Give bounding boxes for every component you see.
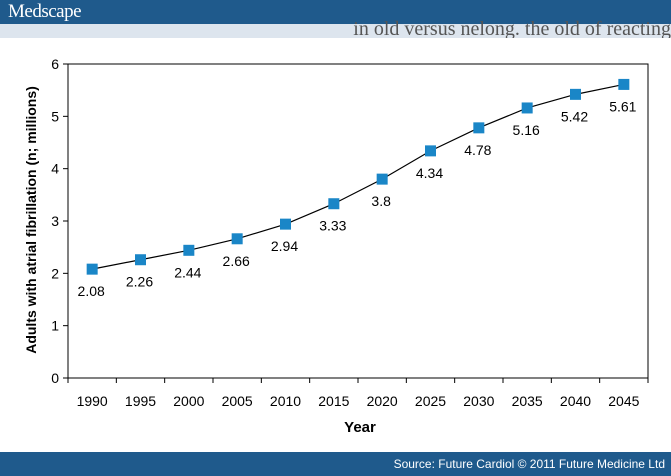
x-tick-label: 2005	[222, 393, 253, 409]
x-tick-label: 2015	[318, 393, 349, 409]
data-label: 2.94	[271, 238, 298, 254]
y-axis-label: Adults with atrial fibrillation (n; mill…	[23, 86, 39, 354]
data-label: 2.66	[223, 253, 250, 269]
data-point	[328, 198, 340, 210]
content-area: in old versus nelong. the old of reactin…	[0, 18, 671, 452]
series	[86, 78, 630, 275]
y-tick-label: 0	[51, 370, 59, 386]
source-credit: Source: Future Cardiol © 2011 Future Med…	[393, 457, 665, 471]
data-labels: 2.08 2.26 2.44 2.66 2.94 3.33 3.8 4.34 4.78 5.16 5…	[78, 98, 637, 299]
partial-title: in old versus nelong. the old of reactin…	[353, 18, 671, 40]
data-point	[473, 122, 485, 134]
medscape-logo: Medscape	[8, 1, 82, 22]
data-label: 2.26	[126, 274, 153, 290]
data-point	[135, 254, 146, 266]
data-point	[376, 173, 388, 185]
y-tick-label: 2	[51, 265, 59, 281]
data-point	[425, 145, 436, 157]
line-chart: 0 1 2 3 4 5 6 1990 1995 2000 2005 2010 2015 2020 2025 2…	[23, 56, 649, 436]
x-tick-label: 2035	[512, 393, 543, 409]
data-label: 4.78	[464, 142, 491, 158]
x-tick-label: 2030	[463, 393, 494, 409]
y-tick-label: 5	[51, 108, 59, 124]
data-label: 2.44	[174, 264, 201, 280]
data-label: 4.34	[416, 165, 443, 181]
x-tick-label: 2025	[415, 393, 446, 409]
y-tick-label: 1	[51, 318, 59, 334]
series-line	[92, 83, 624, 270]
data-label: 5.61	[609, 98, 636, 114]
y-tick-label: 4	[51, 161, 59, 177]
data-label: 3.33	[319, 218, 346, 234]
y-tick-label: 3	[51, 213, 59, 229]
chart-panel	[0, 38, 671, 452]
x-axis-label: Year	[344, 419, 376, 436]
data-label: 5.42	[561, 108, 588, 124]
x-tick-label: 2010	[270, 393, 301, 409]
y-tick-label: 6	[51, 56, 59, 72]
data-label: 3.8	[371, 193, 391, 209]
data-point	[570, 88, 581, 100]
x-tick-label: 2020	[367, 393, 398, 409]
data-point	[521, 102, 533, 114]
data-point	[231, 233, 243, 245]
data-point	[183, 244, 195, 256]
data-label: 2.08	[78, 283, 105, 299]
x-tick-label: 1990	[77, 393, 108, 409]
footer-bar: Source: Future Cardiol © 2011 Future Med…	[0, 452, 671, 476]
data-point	[618, 78, 630, 90]
data-point	[280, 218, 291, 230]
top-bar: Medscape	[0, 0, 671, 24]
x-tick-label: 1995	[125, 393, 156, 409]
x-tick-label: 2045	[608, 393, 639, 409]
data-point	[86, 263, 98, 275]
ticks: 0 1 2 3 4 5 6 1990 1995 2000 2005 2010 2015 2020 2025 2…	[51, 56, 649, 409]
data-label: 5.16	[513, 122, 540, 138]
x-tick-label: 2040	[560, 393, 591, 409]
x-tick-label: 2000	[173, 393, 204, 409]
